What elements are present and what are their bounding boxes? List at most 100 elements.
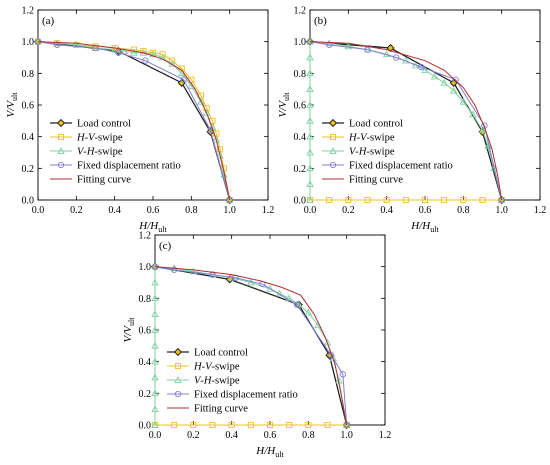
data-point-hv (247, 421, 254, 429)
data-point-hv (364, 196, 371, 204)
data-point-hv (228, 421, 235, 429)
series-line-vh (309, 41, 503, 201)
data-point-vh (151, 421, 159, 428)
data-point-vh (72, 40, 81, 48)
data-point-fixed (180, 76, 187, 83)
plot-frame (309, 9, 541, 201)
y-tick-label: 1.0 (22, 37, 35, 48)
legend-entry: V-H-swipe (194, 376, 240, 387)
legend-entry: Fitting curve (349, 175, 403, 186)
data-point-vh (306, 196, 314, 203)
legend-entry: Fixed displacement ratio (194, 390, 298, 401)
legend-marker (56, 118, 66, 128)
data-point-vh (440, 78, 448, 86)
y-tick-label: 0.4 (22, 132, 35, 143)
legend-entry: V-H-swipe (349, 147, 395, 158)
x-tick-label: 1.2 (262, 205, 275, 216)
y-axis-label: V/Vult (122, 317, 136, 343)
y-tick-label: 0.2 (139, 389, 152, 400)
legend-entry: Load control (194, 348, 248, 359)
data-point-vh (306, 53, 314, 61)
series-line-load_control (37, 41, 231, 201)
data-point-vh (430, 72, 439, 80)
x-tick-label: 1.0 (223, 205, 236, 216)
data-point-hv (159, 51, 166, 58)
data-point-fixed (171, 266, 178, 273)
panel-label: (a) (42, 15, 55, 27)
series-line-fit (37, 41, 231, 201)
legend-entry: Fitting curve (194, 404, 248, 415)
x-tick-label: 0.2 (187, 430, 200, 441)
y-tick-label: 1.0 (139, 262, 152, 273)
x-tick-label: 0.4 (108, 205, 121, 216)
data-point-hv (190, 421, 197, 429)
series-line-fixed (37, 41, 231, 201)
data-point-hv (286, 421, 293, 429)
legend-entry: Fitting curve (77, 175, 131, 186)
series-line-fixed (154, 266, 348, 426)
y-tick-label: 0.6 (294, 101, 307, 112)
chart-panel-1: 0.0 0.2 0.4 0.6 0.8 1.0 1.2 0.0 0.2 0.4 0.6 0.8 1.0 1… (277, 6, 546, 235)
data-point-hv (140, 48, 147, 55)
x-tick-label: 0.2 (70, 205, 83, 216)
legend-entry: V-H-swipe (77, 147, 123, 158)
legend-entry: Fixed displacement ratio (77, 161, 181, 172)
data-point-vh (149, 50, 157, 58)
data-point-load_control (177, 78, 186, 87)
data-point-hv (441, 196, 448, 204)
data-point-vh (306, 116, 314, 124)
x-tick-label: 0.6 (419, 205, 432, 216)
x-tick-label: 0.2 (342, 205, 355, 216)
y-tick-label: 1.0 (294, 37, 307, 48)
panel-label: (b) (314, 15, 327, 27)
data-point-vh (151, 310, 159, 318)
data-point-vh (304, 308, 313, 316)
y-tick-label: 0.4 (139, 357, 152, 368)
x-tick-label: 0.8 (185, 205, 198, 216)
data-point-hv (460, 196, 467, 204)
x-tick-label: 0.6 (147, 205, 160, 216)
data-point-vh (459, 97, 468, 105)
legend-marker (174, 376, 182, 383)
y-tick-label: 0.8 (294, 69, 307, 80)
plot-frame (37, 9, 269, 201)
data-point-fixed (339, 371, 346, 378)
data-point-vh (151, 357, 159, 365)
legend-marker (174, 390, 182, 398)
x-axis-label: H/Hult (255, 445, 284, 459)
legend-marker (57, 161, 65, 169)
legend: Load control H-V-swipe V-H-swipe Fixed disp… (322, 119, 453, 186)
y-tick-label: 0.0 (294, 196, 307, 207)
series-line-hv (37, 41, 231, 201)
data-point-fixed (393, 54, 400, 61)
legend-marker (57, 147, 65, 154)
data-point-vh (202, 108, 211, 116)
chart-panel-0: 0.0 0.2 0.4 0.6 0.8 1.0 1.2 0.0 0.2 0.4 0.6 0.8 1.0 1… (5, 6, 274, 235)
x-tick-label: 1.0 (495, 205, 508, 216)
legend-marker (173, 347, 183, 357)
data-point-vh (449, 86, 458, 94)
data-point-vh (151, 278, 159, 286)
data-point-fixed (142, 57, 149, 64)
y-tick-label: 1.2 (22, 6, 35, 17)
data-point-vh (285, 294, 293, 302)
x-tick-label: 1.0 (340, 430, 353, 441)
data-point-hv (266, 421, 274, 429)
series-line-load_control (154, 266, 348, 426)
data-point-vh (484, 142, 493, 150)
series-line-fit (309, 41, 503, 201)
legend-marker (174, 362, 182, 370)
legend: Load control H-V-swipe V-H-swipe Fixed disp… (167, 348, 298, 415)
series-line-vh (37, 41, 231, 201)
legend: Load control H-V-swipe V-H-swipe Fixed disp… (50, 119, 181, 186)
data-point-vh (306, 69, 314, 77)
data-point-vh (469, 110, 477, 118)
y-tick-label: 0.8 (22, 69, 35, 80)
data-point-vh (151, 326, 159, 333)
data-point-vh (151, 373, 159, 381)
legend-entry: Load control (349, 119, 403, 130)
y-tick-label: 0.6 (22, 101, 35, 112)
legend-marker (57, 133, 65, 141)
series-line-fixed (309, 41, 503, 201)
